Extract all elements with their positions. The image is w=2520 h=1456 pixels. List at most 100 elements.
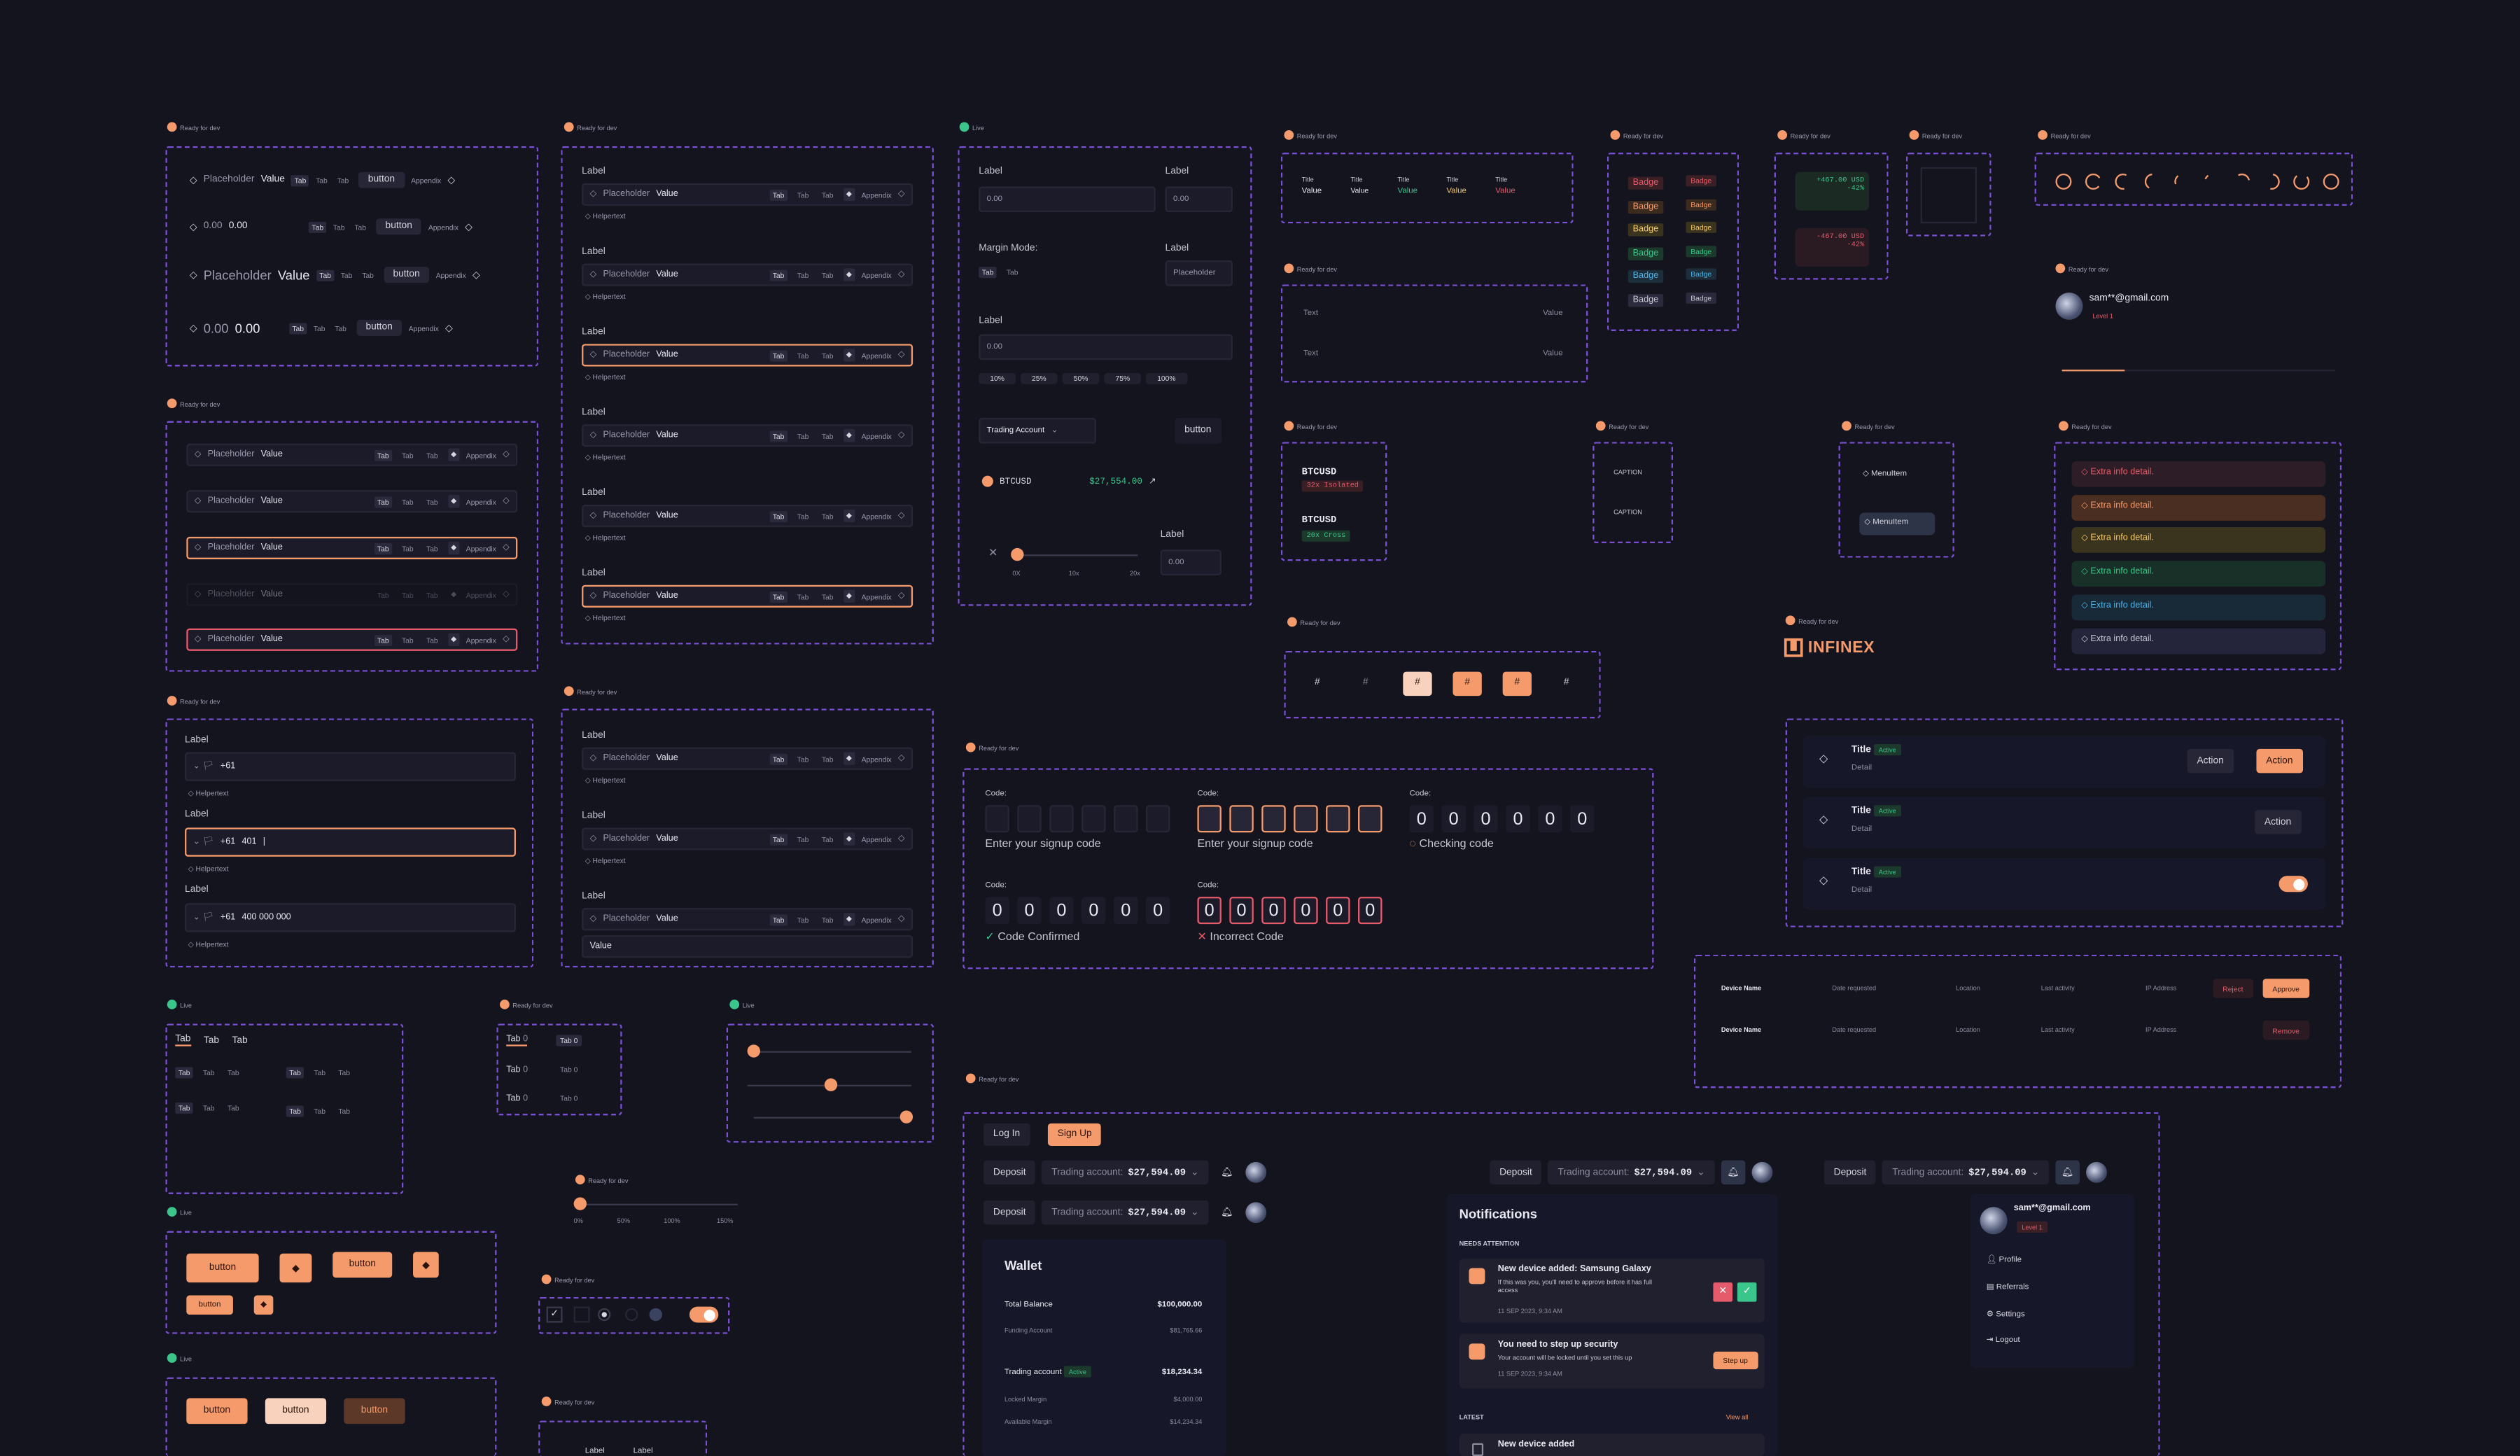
menu-logout[interactable]: ⇥ Logout (1986, 1335, 2020, 1345)
leverage-slider-track[interactable] (1017, 554, 1138, 556)
approve-icon-button[interactable]: ✓ (1737, 1282, 1757, 1302)
notification-item[interactable]: New device added (1459, 1433, 1765, 1456)
percent-slider-knob[interactable] (573, 1197, 587, 1210)
deposit-button[interactable]: Deposit (983, 1160, 1036, 1185)
menu-settings[interactable]: ⚙ Settings (1986, 1310, 2025, 1320)
input-field[interactable]: ◇ Placeholder Value Tab Tab Tab ◆ Appendix ◇ (582, 584, 913, 608)
code-digit[interactable] (1229, 805, 1254, 833)
diamond-icon-button[interactable]: ◆ (413, 1252, 439, 1278)
code-digit[interactable]: 0 (1538, 805, 1562, 833)
diamond-icon-button[interactable]: ◆ (279, 1253, 312, 1283)
remove-button[interactable]: Remove (2262, 1020, 2309, 1040)
code-digit[interactable] (1294, 805, 1318, 833)
code-digit[interactable]: 0 (1326, 897, 1350, 925)
tab-counter[interactable]: Tab 0 Tab 0 (506, 1065, 578, 1074)
phone-input-focused[interactable]: ⌄ 🏳 +61 401 | (185, 827, 516, 857)
amount-input[interactable]: 0.00 (979, 186, 1156, 213)
code-digit[interactable]: 0 (1082, 897, 1106, 925)
leverage-slider-knob[interactable] (1011, 547, 1024, 561)
view-all-link[interactable]: View all (1726, 1413, 1749, 1421)
input-row-large[interactable]: ◇ Placeholder Value Tab Tab Tab button Appendix… (189, 267, 480, 284)
deposit-button[interactable]: Deposit (983, 1200, 1036, 1225)
phone-input-filled[interactable]: ⌄ 🏳 +61 400 000 000 (185, 903, 516, 932)
percent-button[interactable]: 100% (1146, 372, 1187, 384)
primary-button-small[interactable]: button (186, 1295, 233, 1315)
percent-slider-track[interactable] (580, 1203, 738, 1205)
input-field[interactable]: ◇ Placeholder Value Tab Tab Tab ◆ Appendix ◇ (582, 424, 913, 447)
radio[interactable] (625, 1308, 638, 1322)
percent-button[interactable]: 10% (979, 372, 1016, 384)
slider-knob[interactable] (824, 1078, 838, 1091)
input-row-large[interactable]: ◇ 0.00 0.00 Tab Tab Tab button Appendix ◇ (189, 319, 453, 336)
phone-input[interactable]: ⌄ 🏳 +61 (185, 752, 516, 781)
page-item[interactable]: # (1315, 678, 1320, 688)
code-digit[interactable] (1261, 805, 1286, 833)
code-digit[interactable]: 0 (1229, 897, 1254, 925)
input-button[interactable]: button (383, 267, 430, 284)
code-digit[interactable]: 0 (1474, 805, 1498, 833)
input-field[interactable]: ◇ Placeholder Value Tab Tab Tab ◆ Appendix ◇ (186, 443, 518, 466)
code-digit[interactable]: 0 (1049, 897, 1074, 925)
deposit-button[interactable]: Deposit (1823, 1160, 1877, 1185)
tabs-row[interactable]: Tab Tab Tab (175, 1102, 242, 1114)
toggle[interactable] (2278, 876, 2308, 892)
list-item[interactable]: ◇ Title Active Detail Action (1803, 797, 2326, 849)
input-field-focused[interactable]: ◇ Placeholder Value Tab Tab Tab ◆ Appendix ◇ (186, 536, 518, 559)
input-button[interactable]: button (375, 218, 422, 235)
code-digit[interactable] (985, 805, 1009, 833)
input-field[interactable]: ◇ Placeholder Value Tab Tab Tab ◆ Appendix ◇ (582, 263, 913, 286)
reject-button[interactable]: Reject (2213, 979, 2253, 998)
checkbox[interactable]: ✓ (546, 1306, 563, 1323)
primary-button[interactable]: button (186, 1253, 259, 1283)
input-row[interactable]: ◇ 0.00 0.00 Tab Tab Tab button Appendix ◇ (190, 218, 472, 235)
radio[interactable] (598, 1308, 611, 1322)
page-item[interactable]: # (1563, 678, 1569, 688)
code-digit[interactable]: 0 (985, 897, 1009, 925)
page-item-pressed[interactable]: # (1502, 671, 1532, 696)
deposit-button[interactable]: Deposit (1490, 1160, 1542, 1185)
action-button[interactable]: Action (2255, 810, 2302, 834)
account-select[interactable]: Trading account: $27,594.09 ⌄ (1042, 1200, 1209, 1225)
input-field[interactable]: ◇ Placeholder Value Tab Tab Tab ◆ Appendix ◇ (582, 908, 913, 931)
page-item[interactable]: # (1362, 678, 1368, 688)
menu-profile[interactable]: 👤︎ Profile (1986, 1255, 2022, 1265)
avatar[interactable] (2085, 1161, 2107, 1183)
tab-counter[interactable]: Tab 0 Tab 0 (506, 1093, 578, 1104)
code-digit[interactable]: 0 (1197, 897, 1222, 925)
action-button[interactable]: Action (2187, 748, 2234, 774)
amount-input[interactable]: 0.00 (1165, 186, 1233, 213)
page-item-hover[interactable]: # (1452, 671, 1482, 696)
leverage-input[interactable]: 0.00 (1160, 550, 1222, 575)
input-field[interactable]: ◇ Placeholder Value Tab Tab Tab ◆ Appendix ◇ (582, 747, 913, 770)
code-digit[interactable]: 0 (1358, 897, 1382, 925)
code-digit[interactable]: 0 (1441, 805, 1466, 833)
step-up-button[interactable]: Step up (1713, 1351, 1758, 1370)
trade-button[interactable]: button (1175, 417, 1222, 444)
code-digit[interactable] (1145, 805, 1170, 833)
list-item[interactable]: ◇ Title Active Detail Action Action (1803, 736, 2326, 788)
reject-icon-button[interactable]: ✕ (1713, 1282, 1732, 1302)
diamond-icon-button[interactable]: ◆ (253, 1295, 274, 1315)
percent-button[interactable]: 25% (1020, 372, 1058, 384)
checkbox[interactable] (573, 1306, 590, 1323)
amount-input[interactable]: 0.00 (979, 334, 1233, 360)
bell-icon[interactable]: 🔔︎ (1220, 1168, 1233, 1178)
code-digit[interactable]: 0 (1506, 805, 1530, 833)
input-field[interactable]: ◇ Placeholder Value Tab Tab Tab ◆ Appendix ◇ (582, 504, 913, 528)
value-field[interactable]: Value (582, 935, 913, 958)
code-digit[interactable] (1017, 805, 1042, 833)
code-digit[interactable]: 0 (1570, 805, 1595, 833)
close-icon[interactable]: ✕ (988, 547, 998, 559)
avatar[interactable] (1751, 1161, 1773, 1183)
input-field-error[interactable]: ◇ Placeholder Value Tab Tab Tab ◆ Appendix ◇ (186, 628, 518, 651)
primary-button[interactable]: button (332, 1252, 393, 1278)
code-digit[interactable]: 0 (1294, 897, 1318, 925)
slider-track[interactable] (753, 1116, 911, 1119)
toggle[interactable] (689, 1306, 719, 1323)
notification-item[interactable]: You need to step up security Your accoun… (1459, 1334, 1765, 1389)
avatar[interactable] (1245, 1161, 1266, 1183)
slider-knob[interactable] (747, 1044, 760, 1058)
code-digit[interactable]: 0 (1145, 897, 1170, 925)
